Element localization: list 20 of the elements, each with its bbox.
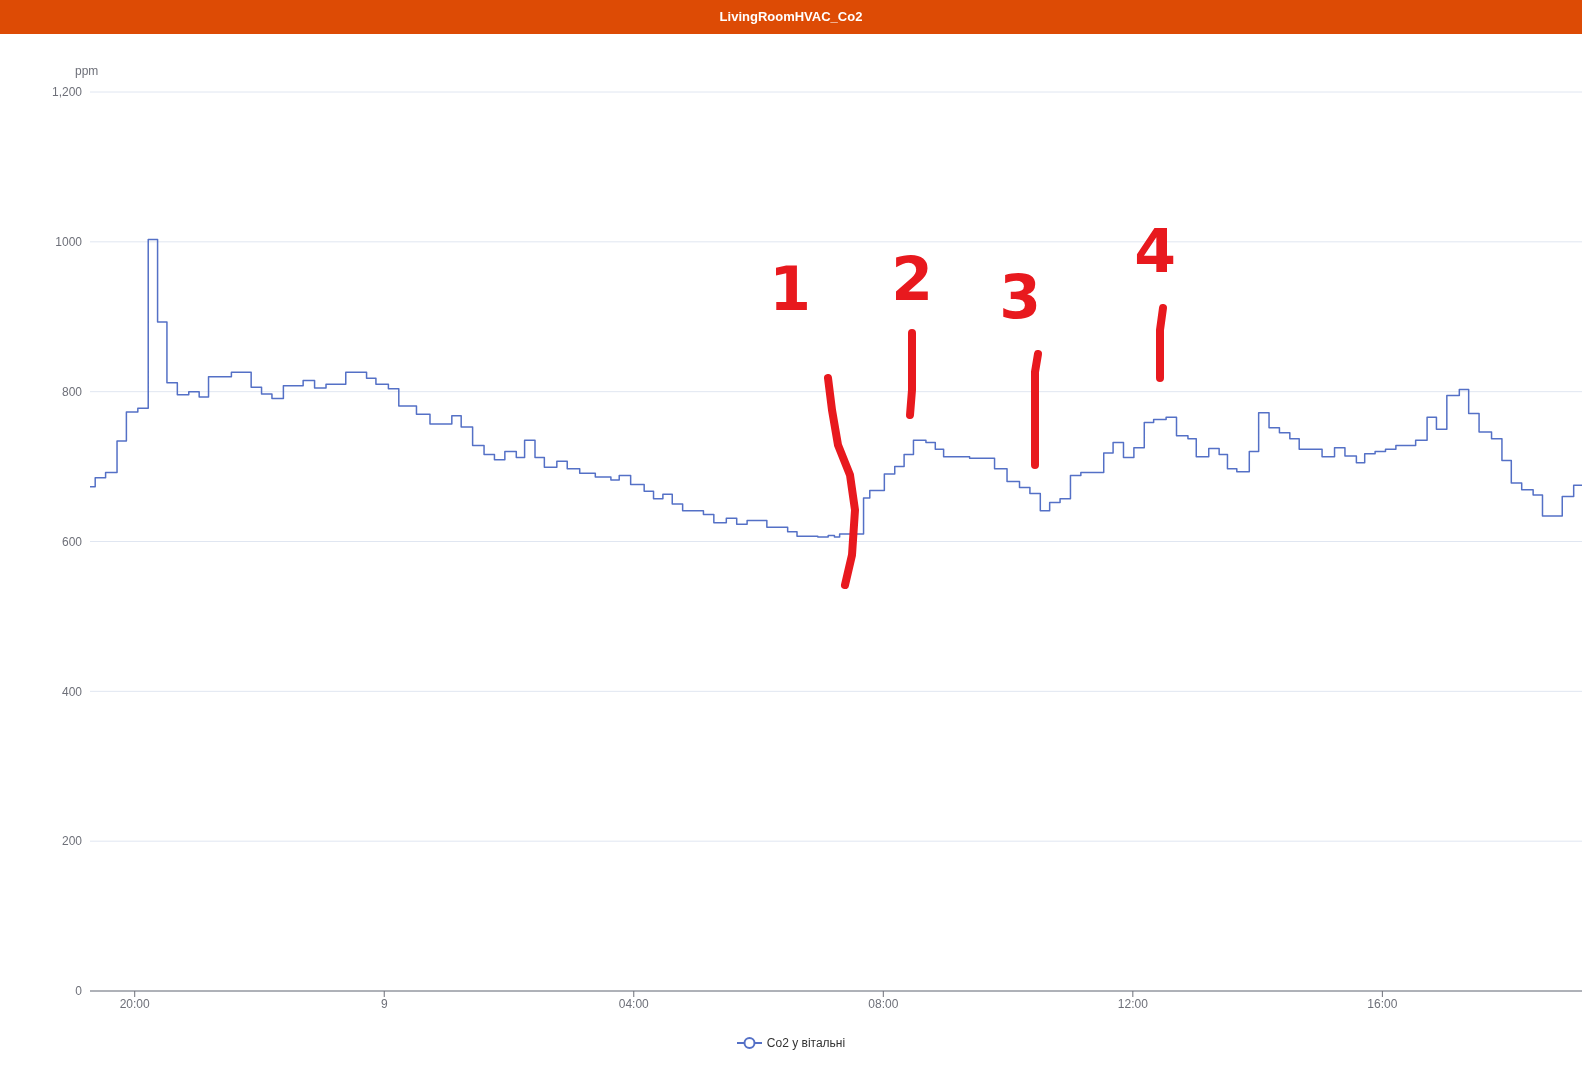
chart-title: LivingRoomHVAC_Co2 xyxy=(0,0,1582,34)
y-tick-label: 400 xyxy=(61,684,83,699)
x-tick-label: 08:00 xyxy=(868,996,899,1011)
legend-label: Co2 у вітальні xyxy=(765,1036,846,1050)
y-tick-label: 1,200 xyxy=(51,85,83,100)
annotation: 2 xyxy=(891,244,933,314)
x-tick-label: 16:00 xyxy=(1367,996,1398,1011)
y-axis-title: ppm xyxy=(75,64,99,78)
y-tick-label: 600 xyxy=(61,534,83,549)
y-tick-label: 1000 xyxy=(55,235,83,250)
x-tick-label: 20:00 xyxy=(119,996,151,1011)
y-tick-label: 200 xyxy=(61,834,83,849)
annotation: 1 xyxy=(769,254,811,324)
y-tick-label: 0 xyxy=(75,984,83,999)
x-tick-label: 9 xyxy=(380,996,388,1011)
y-tick-label: 800 xyxy=(61,384,83,399)
x-tick-label: 04:00 xyxy=(618,996,650,1011)
annotation: 3 xyxy=(999,262,1041,332)
annotation: 4 xyxy=(1134,216,1176,286)
x-tick-label: 12:00 xyxy=(1117,996,1149,1011)
